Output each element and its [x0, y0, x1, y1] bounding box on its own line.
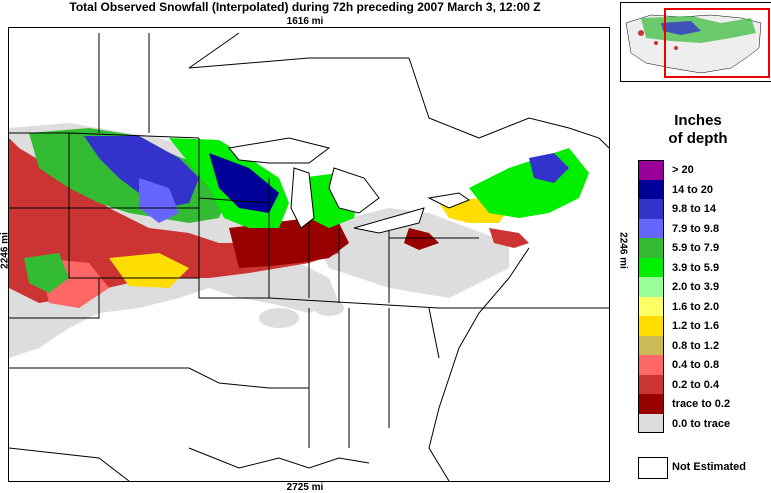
not-estimated-label: Not Estimated	[672, 461, 746, 473]
legend-swatch	[638, 335, 664, 355]
legend-label: 1.2 to 1.6	[672, 320, 720, 332]
snowfall-map[interactable]	[8, 27, 610, 482]
legend-label: 5.9 to 7.9	[672, 242, 720, 254]
legend-swatch	[638, 316, 664, 336]
legend-swatch	[638, 179, 664, 199]
legend-label: 0.2 to 0.4	[672, 378, 720, 391]
inset-us-outline	[625, 14, 762, 74]
legend-swatch	[638, 238, 664, 258]
legend-swatch	[638, 374, 664, 394]
scale-right-label: 2246 mi	[617, 232, 629, 269]
legend-label: 2.0 to 3.9	[672, 281, 720, 293]
legend-swatch	[638, 394, 664, 414]
legend-label: 3.9 to 5.9	[672, 261, 720, 274]
legend-swatch	[638, 296, 664, 316]
map-title: Total Observed Snowfall (Interpolated) d…	[69, 0, 541, 14]
snowfall-map-svg	[8, 32, 610, 482]
legend-swatch	[638, 277, 664, 297]
legend-swatch	[638, 160, 664, 180]
legend-label: > 20	[672, 164, 694, 176]
scale-bottom-label: 2725 mi	[286, 482, 324, 493]
legend-swatch	[638, 218, 664, 238]
scale-top-label: 1616 mi	[286, 16, 324, 27]
legend-label: 14 to 20	[672, 183, 713, 196]
legend-title-line2: of depth	[668, 130, 728, 147]
inset-view-rect	[664, 8, 770, 78]
legend-title-line1: Inches	[674, 112, 722, 129]
heavy-snow-areas	[84, 136, 569, 223]
legend-swatch	[638, 257, 664, 277]
legend-label: 0.4 to 0.8	[672, 359, 720, 371]
inset-map-svg	[625, 8, 770, 78]
legend-label: 1.6 to 2.0	[672, 300, 720, 313]
coastline	[8, 117, 610, 482]
legend-swatch	[638, 199, 664, 219]
great-lakes	[228, 137, 471, 234]
legend-label: trace to 0.2	[672, 398, 731, 410]
legend-swatch	[638, 413, 664, 433]
legend-label: 0.0 to trace	[672, 417, 731, 430]
legend-label: 9.8 to 14	[672, 203, 717, 215]
not-estimated-swatch	[638, 457, 668, 479]
legend-label: 0.8 to 1.2	[672, 339, 720, 352]
state-boundaries	[9, 32, 609, 448]
legend-label: 7.9 to 9.8	[672, 222, 720, 235]
legend-title: Inches of depth	[632, 112, 764, 148]
inset-overview-map[interactable]	[620, 2, 771, 82]
legend-swatch	[638, 355, 664, 375]
